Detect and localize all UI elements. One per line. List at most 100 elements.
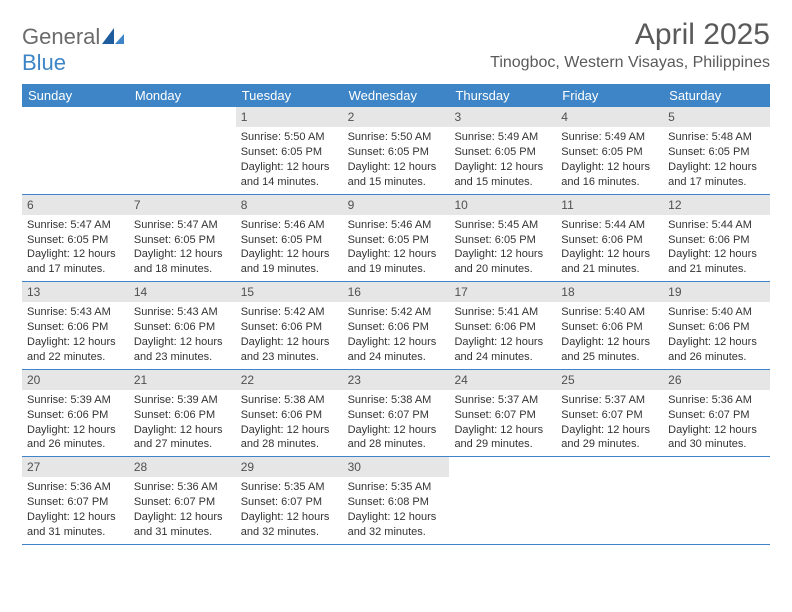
day-cell: 29Sunrise: 5:35 AMSunset: 6:07 PMDayligh… (236, 457, 343, 544)
sunset-line: Sunset: 6:06 PM (668, 233, 765, 248)
sunrise-line: Sunrise: 5:49 AM (561, 130, 658, 145)
sunrise-line: Sunrise: 5:36 AM (668, 393, 765, 408)
day-body: Sunrise: 5:42 AMSunset: 6:06 PMDaylight:… (239, 305, 340, 364)
sunset-line: Sunset: 6:05 PM (561, 145, 658, 160)
sunset-line: Sunset: 6:07 PM (348, 408, 445, 423)
title-block: April 2025 Tinogboc, Western Visayas, Ph… (490, 18, 770, 72)
sunset-line: Sunset: 6:05 PM (241, 233, 338, 248)
sunset-line: Sunset: 6:06 PM (348, 320, 445, 335)
day-cell: 26 Sunrise: 5:36 AMSunset: 6:07 PMDayligh… (663, 370, 770, 457)
daylight-line: Daylight: 12 hours and 28 minutes. (241, 423, 338, 453)
day-cell: .. (556, 457, 663, 544)
day-number: 16 (343, 282, 450, 302)
daylight-line: Daylight: 12 hours and 20 minutes. (454, 247, 551, 277)
sunset-line: Sunset: 6:05 PM (668, 145, 765, 160)
day-body: Sunrise: 5:46 AMSunset: 6:05 PMDaylight:… (346, 218, 447, 277)
daylight-line: Daylight: 12 hours and 24 minutes. (454, 335, 551, 365)
day-number: 18 (556, 282, 663, 302)
sunrise-line: Sunrise: 5:35 AM (241, 480, 338, 495)
sunset-line: Sunset: 6:05 PM (348, 145, 445, 160)
sunrise-line: Sunrise: 5:37 AM (561, 393, 658, 408)
daylight-line: Daylight: 12 hours and 23 minutes. (241, 335, 338, 365)
daylight-line: Daylight: 12 hours and 31 minutes. (134, 510, 231, 540)
day-number: 13 (22, 282, 129, 302)
sunrise-line: Sunrise: 5:44 AM (668, 218, 765, 233)
day-body: Sunrise: 5:46 AMSunset: 6:05 PMDaylight:… (239, 218, 340, 277)
day-number: 12 (663, 195, 770, 215)
day-body: Sunrise: 5:47 AMSunset: 6:05 PMDaylight:… (132, 218, 233, 277)
day-body: Sunrise: 5:37 AMSunset: 6:07 PMDaylight:… (452, 393, 553, 452)
day-cell: 14Sunrise: 5:43 AMSunset: 6:06 PMDayligh… (129, 282, 236, 369)
sunset-line: Sunset: 6:05 PM (134, 233, 231, 248)
day-body: Sunrise: 5:43 AMSunset: 6:06 PMDaylight:… (25, 305, 126, 364)
day-number: 30 (343, 457, 450, 477)
brand-logo: General Blue (22, 24, 124, 76)
weekday-header: Monday (129, 84, 236, 107)
day-body: Sunrise: 5:36 AMSunset: 6:07 PMDaylight:… (25, 480, 126, 539)
day-body: Sunrise: 5:36 AMSunset: 6:07 PMDaylight:… (666, 393, 767, 452)
daylight-line: Daylight: 12 hours and 31 minutes. (27, 510, 124, 540)
sunset-line: Sunset: 6:06 PM (561, 320, 658, 335)
sunrise-line: Sunrise: 5:44 AM (561, 218, 658, 233)
week-row: ....1Sunrise: 5:50 AMSunset: 6:05 PMDayl… (22, 107, 770, 195)
sunrise-line: Sunrise: 5:46 AM (348, 218, 445, 233)
daylight-line: Daylight: 12 hours and 18 minutes. (134, 247, 231, 277)
daylight-line: Daylight: 12 hours and 17 minutes. (27, 247, 124, 277)
daylight-line: Daylight: 12 hours and 17 minutes. (668, 160, 765, 190)
daylight-line: Daylight: 12 hours and 23 minutes. (134, 335, 231, 365)
day-number: 27 (22, 457, 129, 477)
sunset-line: Sunset: 6:06 PM (27, 320, 124, 335)
sunrise-line: Sunrise: 5:47 AM (27, 218, 124, 233)
sunset-line: Sunset: 6:06 PM (241, 408, 338, 423)
daylight-line: Daylight: 12 hours and 22 minutes. (27, 335, 124, 365)
daylight-line: Daylight: 12 hours and 28 minutes. (348, 423, 445, 453)
daylight-line: Daylight: 12 hours and 14 minutes. (241, 160, 338, 190)
day-number: 3 (449, 107, 556, 127)
day-number: 26 (663, 370, 770, 390)
day-body: Sunrise: 5:38 AMSunset: 6:06 PMDaylight:… (239, 393, 340, 452)
daylight-line: Daylight: 12 hours and 16 minutes. (561, 160, 658, 190)
month-title: April 2025 (490, 18, 770, 52)
weekday-header: Thursday (449, 84, 556, 107)
day-cell: 19 Sunrise: 5:40 AMSunset: 6:06 PMDayligh… (663, 282, 770, 369)
day-cell: 28Sunrise: 5:36 AMSunset: 6:07 PMDayligh… (129, 457, 236, 544)
day-body: Sunrise: 5:44 AMSunset: 6:06 PMDaylight:… (559, 218, 660, 277)
header: General Blue April 2025 Tinogboc, Wester… (22, 18, 770, 76)
daylight-line: Daylight: 12 hours and 26 minutes. (27, 423, 124, 453)
sunrise-line: Sunrise: 5:47 AM (134, 218, 231, 233)
calendar-body: ....1Sunrise: 5:50 AMSunset: 6:05 PMDayl… (22, 107, 770, 545)
day-number: 4 (556, 107, 663, 127)
daylight-line: Daylight: 12 hours and 32 minutes. (348, 510, 445, 540)
weekday-header: Saturday (663, 84, 770, 107)
day-cell: 11Sunrise: 5:44 AMSunset: 6:06 PMDayligh… (556, 195, 663, 282)
day-body: Sunrise: 5:41 AMSunset: 6:06 PMDaylight:… (452, 305, 553, 364)
day-number: 20 (22, 370, 129, 390)
sunset-line: Sunset: 6:05 PM (454, 145, 551, 160)
sunrise-line: Sunrise: 5:43 AM (27, 305, 124, 320)
sunrise-line: Sunrise: 5:42 AM (348, 305, 445, 320)
daylight-line: Daylight: 12 hours and 21 minutes. (668, 247, 765, 277)
day-number: 15 (236, 282, 343, 302)
day-number: 19 (663, 282, 770, 302)
sunset-line: Sunset: 6:06 PM (561, 233, 658, 248)
sunset-line: Sunset: 6:07 PM (561, 408, 658, 423)
brand-sail-icon (102, 24, 124, 49)
sunrise-line: Sunrise: 5:42 AM (241, 305, 338, 320)
sunrise-line: Sunrise: 5:37 AM (454, 393, 551, 408)
sunset-line: Sunset: 6:08 PM (348, 495, 445, 510)
day-cell: 21Sunrise: 5:39 AMSunset: 6:06 PMDayligh… (129, 370, 236, 457)
daylight-line: Daylight: 12 hours and 26 minutes. (668, 335, 765, 365)
sunset-line: Sunset: 6:07 PM (668, 408, 765, 423)
day-body: Sunrise: 5:50 AMSunset: 6:05 PMDaylight:… (346, 130, 447, 189)
day-number: 21 (129, 370, 236, 390)
day-body: Sunrise: 5:40 AMSunset: 6:06 PMDaylight:… (666, 305, 767, 364)
day-cell: 23Sunrise: 5:38 AMSunset: 6:07 PMDayligh… (343, 370, 450, 457)
daylight-line: Daylight: 12 hours and 29 minutes. (561, 423, 658, 453)
weekday-header: Sunday (22, 84, 129, 107)
sunset-line: Sunset: 6:05 PM (348, 233, 445, 248)
sunrise-line: Sunrise: 5:46 AM (241, 218, 338, 233)
day-body: Sunrise: 5:48 AMSunset: 6:05 PMDaylight:… (666, 130, 767, 189)
day-number: 25 (556, 370, 663, 390)
daylight-line: Daylight: 12 hours and 19 minutes. (241, 247, 338, 277)
day-cell: 30Sunrise: 5:35 AMSunset: 6:08 PMDayligh… (343, 457, 450, 544)
